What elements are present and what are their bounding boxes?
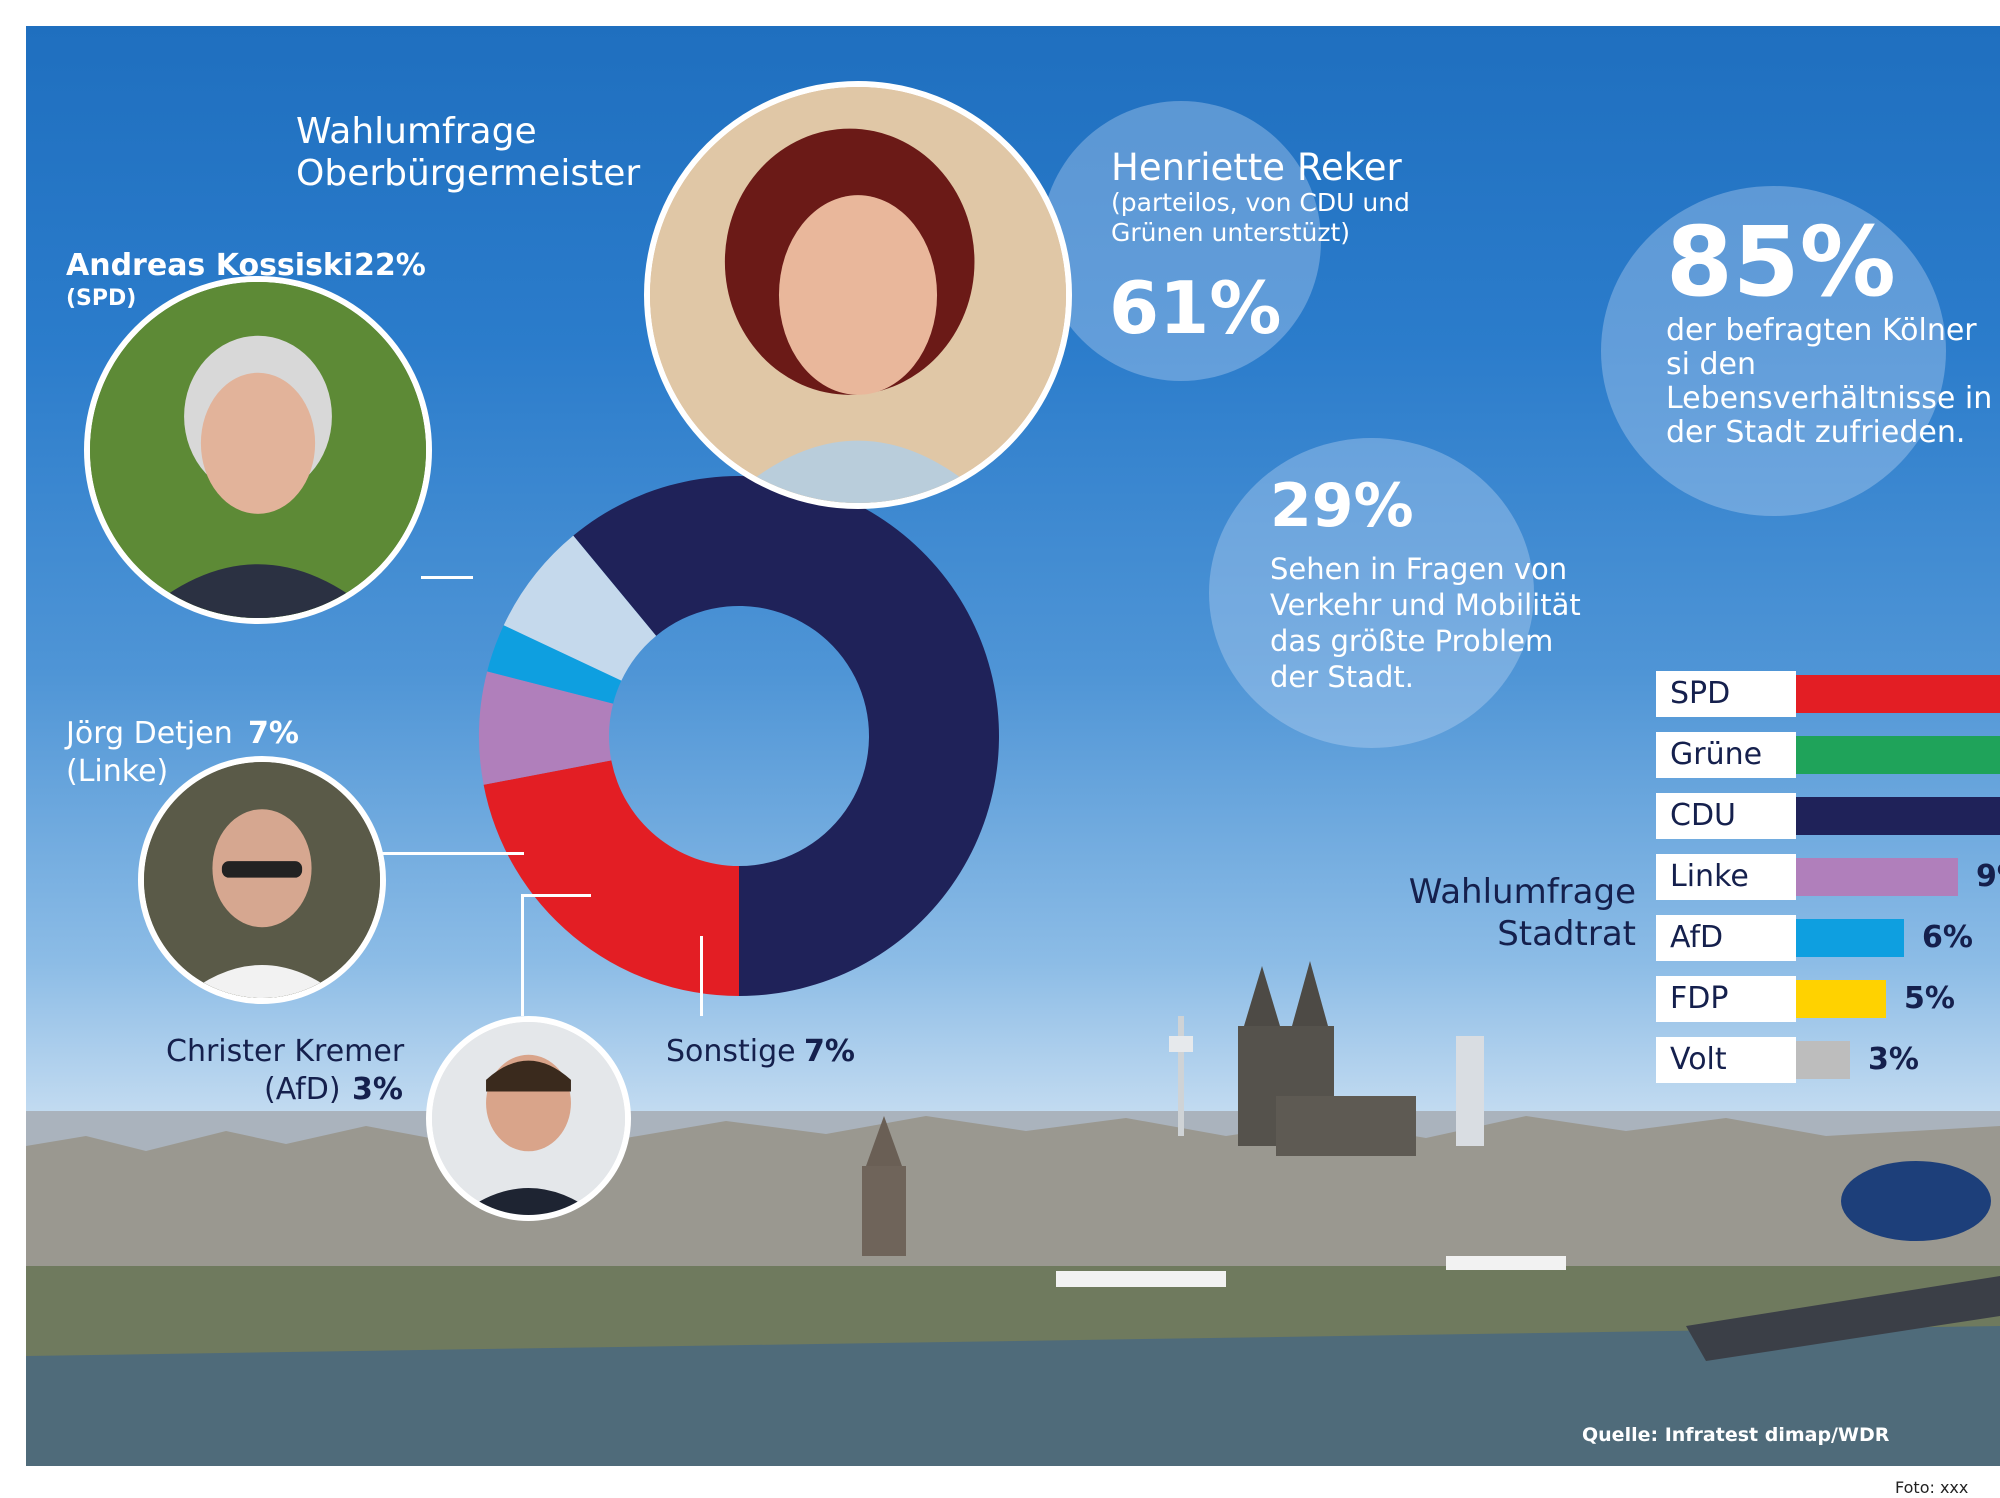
kossiski-value: 22%	[354, 248, 426, 283]
council-bar-chart: SPD Grüne CDU Linke 9% AfD 6% FDP 5% Volt 3%	[1656, 671, 2000, 1111]
reker-name: Henriette Reker	[1111, 146, 1402, 189]
fact-29-value: 29%	[1270, 471, 1414, 541]
kremer-connector-v	[521, 894, 524, 1016]
council-value-fdp: 5%	[1904, 981, 1955, 1016]
donut-slice-sonstige	[503, 535, 657, 681]
council-value-volt: 3%	[1868, 1042, 1919, 1077]
detjen-photo	[138, 756, 386, 1004]
fact-29-bubble	[1209, 438, 1534, 748]
detjen-portrait-image	[144, 762, 380, 998]
kossiski-portrait-image	[90, 282, 426, 618]
detjen-party: (Linke)	[66, 754, 169, 789]
council-poll-title: Wahlumfrage Stadtrat	[1408, 872, 1636, 954]
donut-slice-christer-kremer	[487, 625, 622, 704]
kossiski-photo	[84, 276, 432, 624]
reker-value: 61%	[1109, 266, 1282, 350]
kremer-connector-h	[521, 894, 591, 897]
reker-portrait-image	[650, 87, 1066, 503]
sonstige-name: Sonstige	[666, 1034, 796, 1069]
reker-note: (parteilos, von CDU und Grünen unterstüz…	[1111, 188, 1410, 247]
council-value-linke: 9%	[1976, 859, 2000, 894]
council-row-linke: Linke 9%	[1656, 854, 2000, 900]
council-label-cdu: CDU	[1656, 793, 1796, 839]
council-label-volt: Volt	[1656, 1037, 1796, 1083]
kossiski-party: (SPD)	[66, 286, 137, 311]
photo-credit: Foto: xxx	[1895, 1478, 1969, 1497]
council-row-volt: Volt 3%	[1656, 1037, 2000, 1083]
kremer-photo	[426, 1016, 631, 1221]
mayor-donut-chart	[479, 476, 999, 996]
kremer-portrait-image	[432, 1022, 625, 1215]
source-note: Quelle: Infratest dimap/WDR	[1582, 1424, 1890, 1446]
council-row-cdu: CDU	[1656, 793, 2000, 839]
fact-85-text: der befragten Kölner si den Lebensverhäl…	[1666, 313, 1993, 450]
council-bar-volt	[1796, 1041, 1850, 1079]
donut-slice-henriette-reker	[573, 476, 999, 996]
sonstige-connector	[700, 936, 703, 1016]
donut-slice-andreas-kossiski	[483, 760, 739, 996]
kremer-value: 3%	[352, 1072, 403, 1107]
kremer-name: Christer Kremer	[166, 1034, 405, 1069]
council-bar-linke	[1796, 858, 1958, 896]
detjen-value: 7%	[248, 716, 299, 751]
fact-29-text: Sehen in Fragen von Verkehr und Mobilitä…	[1270, 552, 1581, 694]
council-label-gr-ne: Grüne	[1656, 732, 1796, 778]
council-row-fdp: FDP 5%	[1656, 976, 2000, 1022]
mayor-poll-title: Wahlumfrage Oberbürgermeister	[296, 111, 641, 194]
kossiski-connector	[421, 576, 473, 579]
council-label-fdp: FDP	[1656, 976, 1796, 1022]
fact-85-bubble	[1601, 186, 1946, 516]
infographic-card: Wahlumfrage Oberbürgermeister	[26, 26, 2000, 1466]
council-bar-afd	[1796, 919, 1904, 957]
council-value-afd: 6%	[1922, 920, 1973, 955]
council-label-linke: Linke	[1656, 854, 1796, 900]
council-label-spd: SPD	[1656, 671, 1796, 717]
donut-slice-j-rg-detjen	[479, 671, 614, 785]
cologne-skyline-image	[26, 961, 2000, 1466]
reker-bubble	[1041, 101, 1321, 381]
reker-photo	[644, 81, 1072, 509]
fact-85-value: 85%	[1666, 206, 1896, 318]
council-bar-spd	[1796, 675, 2000, 713]
council-row-gr-ne: Grüne	[1656, 732, 2000, 778]
council-bar-gr-ne	[1796, 736, 2000, 774]
detjen-connector	[376, 852, 524, 855]
council-bar-fdp	[1796, 980, 1886, 1018]
council-label-afd: AfD	[1656, 915, 1796, 961]
council-bar-cdu	[1796, 797, 2000, 835]
sonstige-value: 7%	[804, 1034, 855, 1069]
kossiski-name: Andreas Kossiski	[66, 248, 354, 283]
kremer-party: (AfD)	[264, 1072, 341, 1107]
detjen-name: Jörg Detjen	[66, 716, 233, 751]
council-row-afd: AfD 6%	[1656, 915, 2000, 961]
council-row-spd: SPD	[1656, 671, 2000, 717]
